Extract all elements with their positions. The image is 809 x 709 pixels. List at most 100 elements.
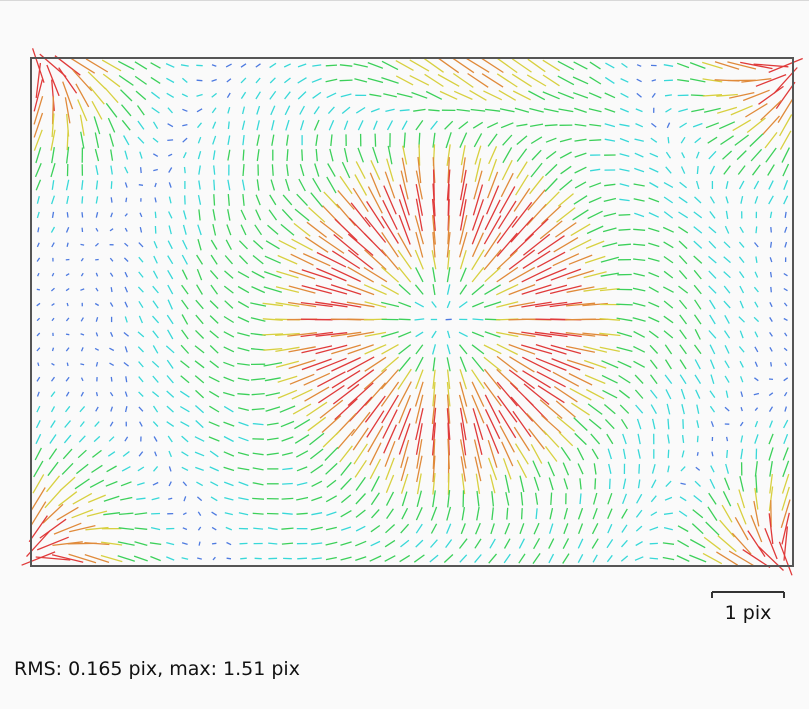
residual-vector [474, 145, 482, 165]
residual-vector [181, 557, 189, 560]
residual-vector [579, 493, 582, 505]
residual-vector [460, 456, 467, 482]
residual-vector [210, 239, 218, 250]
residual-vector [708, 150, 717, 160]
residual-vector [577, 507, 584, 520]
residual-vector [66, 242, 69, 247]
residual-vector [676, 62, 690, 69]
residual-vector [541, 205, 562, 225]
residual-vector [754, 346, 759, 353]
residual-vector [334, 398, 358, 421]
residual-vector [50, 406, 56, 413]
residual-vector [663, 300, 674, 309]
residual-vector [543, 108, 559, 113]
residual-vector [573, 61, 588, 70]
residual-vector [499, 186, 516, 214]
residual-vector [117, 541, 135, 546]
residual-vector [380, 284, 400, 295]
residual-vector [166, 556, 175, 561]
residual-vector [473, 170, 483, 200]
residual-vector [139, 212, 143, 218]
residual-vector [381, 215, 399, 244]
residual-vector [621, 524, 628, 533]
residual-vector [702, 552, 723, 565]
residual-vector [138, 376, 144, 383]
residual-vector [583, 359, 607, 369]
residual-vector [783, 302, 788, 307]
residual-vector [783, 419, 789, 429]
residual-vector [415, 170, 423, 200]
residual-vector [296, 466, 308, 472]
residual-vector [381, 394, 399, 424]
residual-vector [36, 536, 69, 551]
residual-vector [472, 318, 484, 321]
residual-vector [663, 196, 674, 204]
residual-vector [716, 551, 739, 566]
residual-vector [415, 507, 423, 521]
residual-vector [33, 112, 44, 138]
residual-vector [42, 503, 64, 524]
residual-vector [182, 512, 187, 516]
residual-vector [782, 163, 790, 177]
residual-vector [452, 72, 474, 88]
residual-vector [740, 391, 744, 397]
residual-vector [739, 360, 744, 368]
residual-vector [50, 287, 55, 292]
residual-vector [723, 256, 731, 264]
residual-vector [333, 234, 359, 256]
residual-vector [36, 211, 40, 219]
residual-vector [783, 377, 789, 382]
residual-vector [339, 79, 353, 82]
residual-vector [306, 401, 328, 417]
residual-vector [516, 123, 528, 127]
residual-vector [124, 182, 128, 188]
residual-vector [237, 285, 250, 294]
residual-vector [734, 134, 749, 146]
residual-vector [364, 301, 387, 308]
residual-vector [649, 152, 659, 158]
residual-vector [267, 224, 279, 235]
residual-vector [396, 92, 413, 98]
residual-vector [340, 477, 352, 490]
residual-vector [740, 435, 744, 443]
residual-vector [694, 299, 702, 310]
residual-vector [211, 107, 217, 114]
residual-vector [519, 523, 525, 535]
residual-vector [75, 463, 89, 475]
residual-vector [363, 232, 387, 257]
residual-vector [315, 344, 348, 355]
residual-vector [210, 481, 219, 487]
residual-vector [680, 136, 686, 144]
residual-vector [49, 434, 57, 444]
residual-vector [264, 255, 281, 264]
residual-vector [301, 358, 332, 371]
residual-vector [559, 179, 573, 191]
residual-vector [151, 391, 160, 398]
residual-vector [780, 499, 791, 528]
residual-vector [120, 89, 133, 102]
residual-vector [432, 382, 436, 407]
residual-vector [705, 122, 720, 129]
residual-vector [635, 525, 643, 532]
residual-vector [312, 177, 322, 193]
residual-vector [740, 407, 743, 412]
residual-vector [367, 425, 384, 453]
residual-vector [226, 541, 232, 546]
residual-vector [223, 285, 234, 294]
residual-vector [527, 189, 546, 211]
residual-vector [256, 105, 261, 115]
residual-vector [689, 78, 706, 83]
residual-vector [124, 316, 128, 323]
residual-vector [340, 510, 352, 518]
residual-vector [535, 508, 538, 520]
residual-vector [355, 509, 366, 518]
residual-vector [150, 526, 161, 531]
residual-vector [604, 418, 615, 430]
residual-vector [473, 439, 483, 469]
residual-vector [445, 523, 452, 534]
residual-vector [400, 539, 410, 548]
residual-vector [363, 368, 388, 390]
residual-vector [152, 153, 159, 157]
residual-vector [557, 60, 575, 71]
residual-vector [722, 150, 733, 160]
